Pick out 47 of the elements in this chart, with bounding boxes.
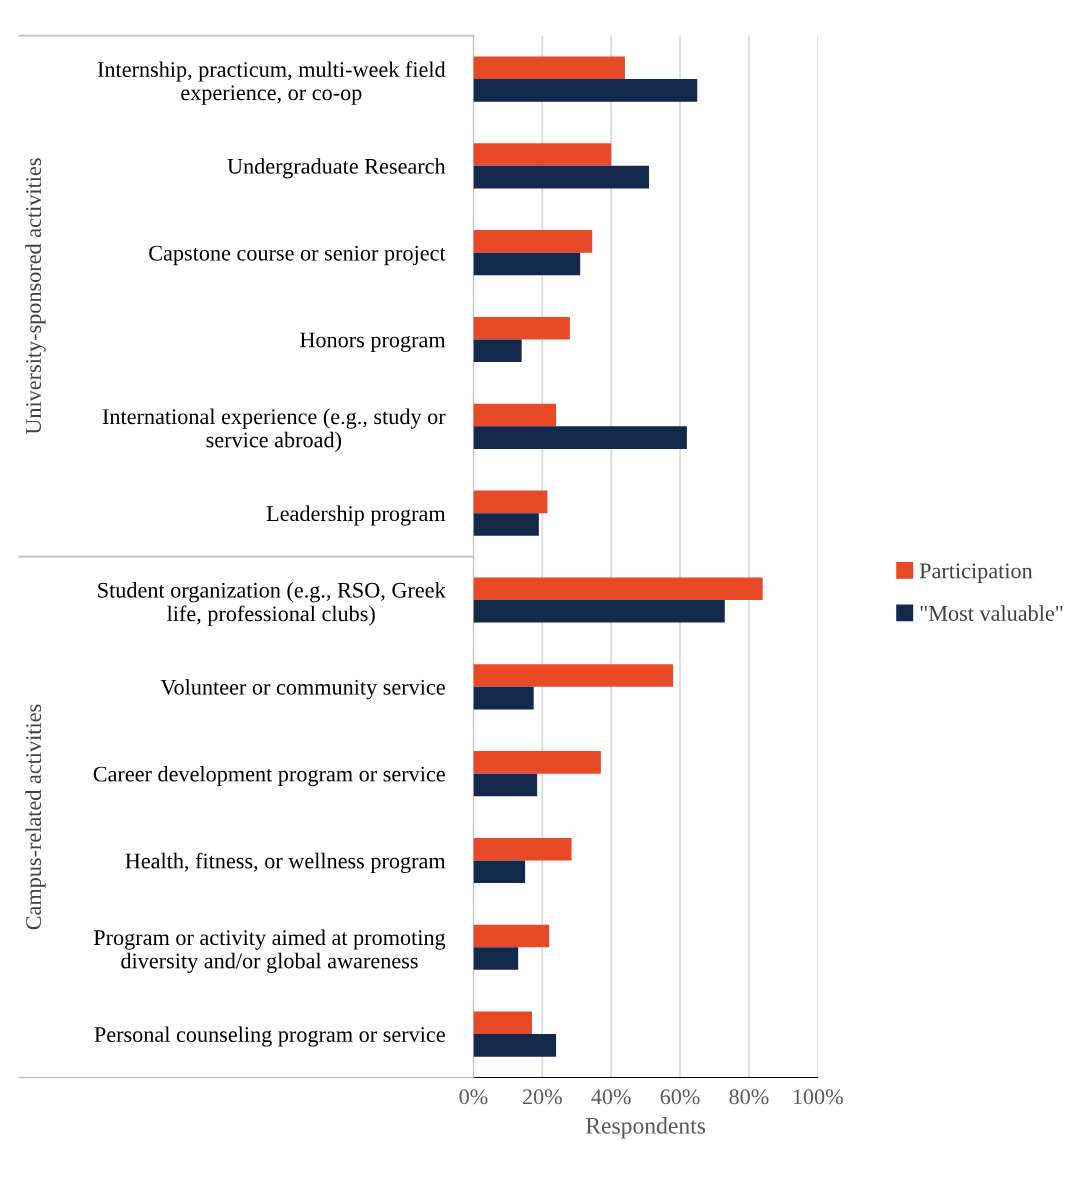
- bar: [473, 1011, 532, 1035]
- bar: [473, 339, 522, 363]
- bar: [473, 79, 698, 102]
- y-tick-label: International experience (e.g., study or service abroad): [102, 408, 446, 452]
- x-tick-label: 40%: [591, 1089, 631, 1105]
- x-tick-label: 0%: [459, 1089, 488, 1105]
- bar: [473, 773, 538, 797]
- bar: [473, 577, 763, 600]
- x-axis-title: Respondents: [585, 1117, 706, 1139]
- bar: [473, 143, 612, 166]
- bar: [473, 513, 539, 536]
- x-tick-label: 80%: [729, 1089, 769, 1105]
- legend-label: "Most valuable": [920, 605, 1063, 621]
- bar: [473, 947, 519, 970]
- legend-label: Participation: [919, 563, 1033, 583]
- y-tick-label: Program or activity aimed at promoting diversity and/or global awareness: [93, 929, 446, 973]
- y-tick-label: Capstone course or senior project: [149, 245, 446, 266]
- y-tick-label: Volunteer or community service: [160, 679, 445, 700]
- bar: [473, 599, 725, 623]
- x-tick-label: 60%: [660, 1089, 700, 1105]
- bar: [473, 316, 570, 340]
- y-tick-label: Health, fitness, or wellness program: [125, 852, 446, 874]
- x-tick-label: 100%: [793, 1089, 843, 1105]
- bar: [473, 490, 548, 514]
- x-tick-label: 20%: [522, 1089, 562, 1105]
- bar: [473, 403, 557, 427]
- y-tick-label: Student organization (e.g., RSO, Greek life, professional clubs): [98, 582, 446, 626]
- y-tick-label: Career development program or service: [93, 765, 445, 787]
- y-tick-label: Undergraduate Research: [227, 158, 446, 179]
- y-tick-label: Personal counseling program or service: [94, 1026, 445, 1047]
- y-tick-label: Honors program: [300, 332, 446, 352]
- text: University-sponsored activities: [25, 158, 46, 435]
- bar: [473, 686, 534, 710]
- y-tick-label: Leadership program: [266, 505, 446, 526]
- text: Campus-related activities: [25, 704, 46, 930]
- bar: [473, 230, 593, 253]
- bar: [473, 56, 625, 80]
- y-tick-label: Internship, practicum, multi-week field experience, or co-op: [97, 61, 446, 105]
- bar: [473, 1034, 557, 1057]
- bar: [473, 252, 581, 276]
- bar: [473, 924, 550, 948]
- bar: [473, 751, 601, 774]
- bar: [473, 837, 572, 861]
- bar: [473, 664, 674, 687]
- bar: [473, 860, 526, 884]
- bar: [473, 165, 650, 189]
- bar: [473, 426, 687, 449]
